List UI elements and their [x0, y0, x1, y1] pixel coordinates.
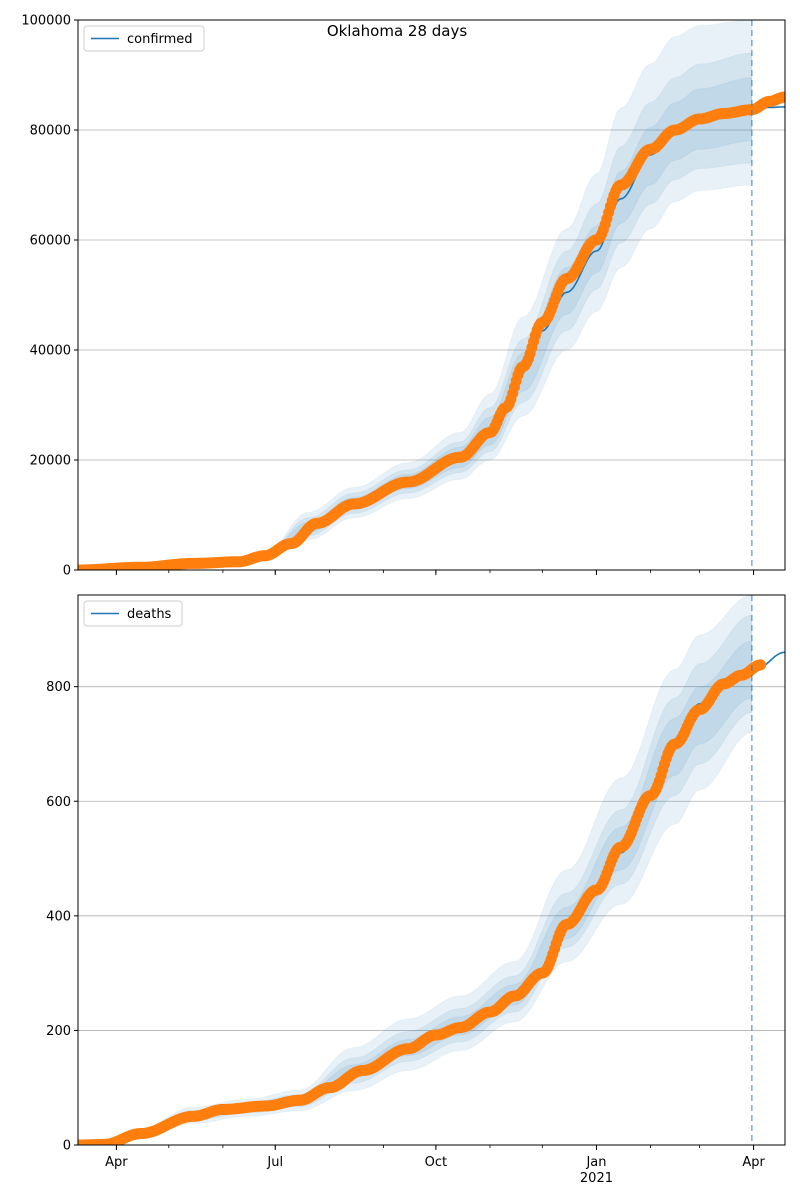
- plot-area: [78, 20, 785, 570]
- observed-point: [779, 91, 785, 103]
- x-tick-sublabel: 2021: [580, 1171, 613, 1186]
- y-tick-label: 200: [46, 1024, 71, 1039]
- x-tick-label: Jul: [266, 1155, 283, 1170]
- observed-markers: [78, 659, 767, 1145]
- y-tick-label: 20000: [30, 454, 71, 469]
- x-tick-label: Apr: [105, 1155, 128, 1170]
- observed-markers: [78, 91, 785, 570]
- axes-frame: [77, 19, 786, 571]
- legend-box: [83, 600, 183, 627]
- y-tick-label: 100000: [21, 14, 71, 29]
- y-axis: 0 20000 40000 60000 80000 100000: [21, 14, 78, 579]
- legend: deaths: [83, 600, 183, 627]
- x-axis: [115, 570, 755, 575]
- plot-area: [78, 595, 785, 1145]
- legend: confirmed: [83, 25, 205, 52]
- y-axis: 0 200 400 600 800: [46, 680, 78, 1154]
- y-tick-label: 400: [46, 909, 71, 924]
- x-tick-label: Oct: [425, 1155, 447, 1170]
- legend-label: deaths: [127, 607, 172, 622]
- grid-lines: [78, 19, 785, 461]
- axes-frame: [77, 594, 786, 1146]
- y-tick-label: 800: [46, 680, 71, 695]
- legend-box: [83, 25, 205, 52]
- confirmed-chart: 0 20000 40000 60000 80000 100000 confirmed: [21, 14, 786, 579]
- y-tick-label: 60000: [30, 234, 71, 249]
- x-tick-label: Apr: [742, 1155, 765, 1170]
- legend-label: confirmed: [127, 32, 193, 47]
- y-tick-label: 0: [63, 564, 71, 579]
- observed-point: [755, 659, 767, 671]
- x-tick-label: Jan: [585, 1155, 606, 1170]
- y-tick-label: 40000: [30, 344, 71, 359]
- figure-title: Oklahoma 28 days: [327, 22, 468, 40]
- y-tick-label: 80000: [30, 124, 71, 139]
- y-tick-label: 0: [63, 1139, 71, 1154]
- y-tick-label: 600: [46, 795, 71, 810]
